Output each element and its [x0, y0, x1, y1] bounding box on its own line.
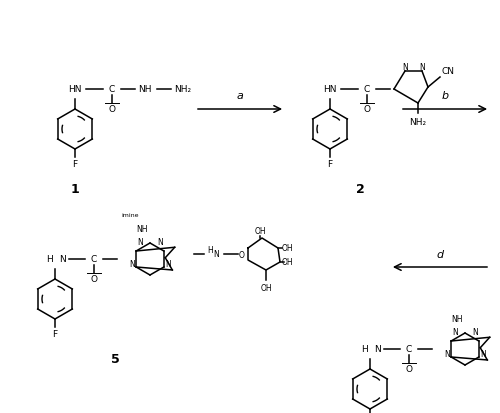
Text: O: O [364, 105, 370, 114]
Text: F: F [52, 330, 58, 339]
Text: F: F [72, 160, 78, 169]
Text: O: O [239, 251, 245, 260]
Text: NH₂: NH₂ [174, 85, 192, 94]
Text: N: N [129, 260, 135, 269]
Text: N: N [444, 350, 450, 358]
Text: b: b [442, 91, 448, 101]
Text: O: O [406, 365, 412, 374]
Text: H: H [46, 255, 53, 264]
Text: C: C [109, 85, 115, 94]
Text: NH₂: NH₂ [410, 118, 426, 127]
Text: OH: OH [260, 284, 272, 293]
Text: OH: OH [281, 258, 293, 267]
Text: NH: NH [136, 225, 148, 234]
Text: N: N [374, 345, 381, 354]
Text: H: H [207, 246, 213, 255]
Text: NH: NH [451, 315, 463, 324]
Text: N: N [452, 328, 458, 337]
Text: N: N [137, 238, 143, 247]
Text: HN: HN [323, 85, 337, 94]
Text: OH: OH [254, 227, 266, 236]
Text: N: N [472, 328, 478, 337]
Text: O: O [108, 105, 116, 114]
Text: NH: NH [138, 85, 152, 94]
Text: C: C [406, 345, 412, 354]
Text: F: F [328, 160, 332, 169]
Text: 5: 5 [110, 353, 120, 366]
Text: imine: imine [121, 213, 139, 218]
Text: d: d [436, 249, 444, 259]
Text: N: N [165, 260, 171, 269]
Text: N: N [213, 250, 219, 259]
Text: CN: CN [442, 67, 454, 76]
Text: O: O [90, 275, 98, 284]
Text: OH: OH [281, 244, 293, 253]
Text: HN: HN [68, 85, 82, 94]
Text: H: H [361, 345, 368, 354]
Text: 1: 1 [70, 183, 80, 196]
Text: C: C [91, 255, 97, 264]
Text: 2: 2 [356, 183, 364, 196]
Text: N: N [157, 238, 163, 247]
Text: N: N [59, 255, 66, 264]
Text: C: C [364, 85, 370, 94]
Text: N: N [480, 350, 486, 358]
Text: a: a [236, 91, 244, 101]
Text: N: N [419, 62, 425, 71]
Text: N: N [402, 62, 408, 71]
